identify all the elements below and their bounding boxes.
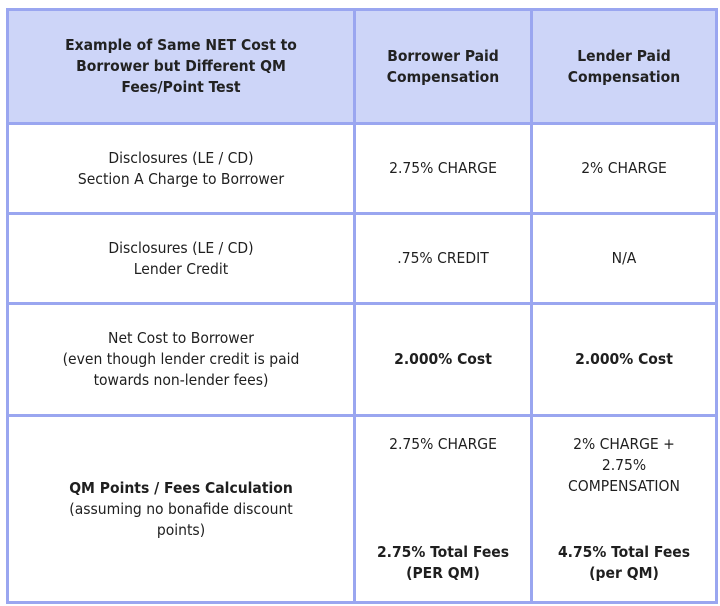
cell-line: (PER QM) bbox=[406, 564, 480, 582]
lender-cell: 2% CHARGE bbox=[530, 122, 718, 215]
header-line: Fees/Point Test bbox=[121, 78, 241, 96]
label-line: towards non-lender fees) bbox=[93, 371, 269, 389]
row-label: Net Cost to Borrower (even though lender… bbox=[6, 302, 356, 417]
table-row: Net Cost to Borrower (even though lender… bbox=[6, 302, 718, 417]
cell-line: COMPENSATION bbox=[568, 477, 680, 495]
borrower-cell: 2.000% Cost bbox=[353, 302, 533, 417]
cell-line: 2.75% CHARGE bbox=[389, 435, 497, 453]
table-row: Disclosures (LE / CD) Section A Charge t… bbox=[6, 122, 718, 215]
header-example: Example of Same NET Cost to Borrower but… bbox=[6, 8, 356, 125]
table-row: QM Points / Fees Calculation (assuming n… bbox=[6, 414, 718, 604]
header-lender-paid: Lender Paid Compensation bbox=[530, 8, 718, 125]
label-line: (assuming no bonafide discount bbox=[69, 499, 293, 518]
header-borrower-paid: Borrower Paid Compensation bbox=[353, 8, 533, 125]
cell-line: 2% CHARGE + bbox=[573, 435, 675, 453]
cell-line: 2.75% bbox=[601, 456, 647, 474]
header-row: Example of Same NET Cost to Borrower but… bbox=[6, 8, 718, 125]
row-label: QM Points / Fees Calculation (assuming n… bbox=[6, 414, 356, 604]
label-line: (even though lender credit is paid bbox=[62, 350, 300, 368]
label-line: Lender Credit bbox=[133, 259, 229, 278]
header-line: Lender Paid bbox=[577, 46, 671, 65]
qm-fees-comparison-table: Example of Same NET Cost to Borrower but… bbox=[6, 8, 718, 604]
table-row: Disclosures (LE / CD) Lender Credit .75%… bbox=[6, 212, 718, 305]
header-line: Borrower but Different QM bbox=[76, 57, 286, 75]
header-line: Compensation bbox=[567, 67, 681, 86]
cell-line: (per QM) bbox=[589, 564, 659, 582]
header-line: Borrower Paid bbox=[387, 46, 499, 65]
row-label: Disclosures (LE / CD) Section A Charge t… bbox=[6, 122, 356, 215]
cell-line: 2.75% Total Fees bbox=[376, 543, 510, 561]
lender-cell: 2% CHARGE + 2.75% COMPENSATION 4.75% Tot… bbox=[530, 414, 718, 604]
lender-cell: 2.000% Cost bbox=[530, 302, 718, 417]
label-line: QM Points / Fees Calculation bbox=[69, 478, 293, 497]
label-line: Disclosures (LE / CD) bbox=[108, 238, 254, 257]
label-line: Disclosures (LE / CD) bbox=[108, 148, 254, 167]
borrower-cell: 2.75% CHARGE bbox=[353, 122, 533, 215]
row-label: Disclosures (LE / CD) Lender Credit bbox=[6, 212, 356, 305]
lender-cell: N/A bbox=[530, 212, 718, 305]
header-line: Example of Same NET Cost to bbox=[65, 36, 297, 54]
cell-line: 4.75% Total Fees bbox=[557, 543, 691, 561]
label-line: Section A Charge to Borrower bbox=[77, 169, 285, 188]
header-line: Compensation bbox=[386, 67, 500, 86]
label-line: points) bbox=[156, 520, 206, 539]
borrower-cell: .75% CREDIT bbox=[353, 212, 533, 305]
label-line: Net Cost to Borrower bbox=[108, 329, 254, 347]
borrower-cell: 2.75% CHARGE 2.75% Total Fees (PER QM) bbox=[353, 414, 533, 604]
